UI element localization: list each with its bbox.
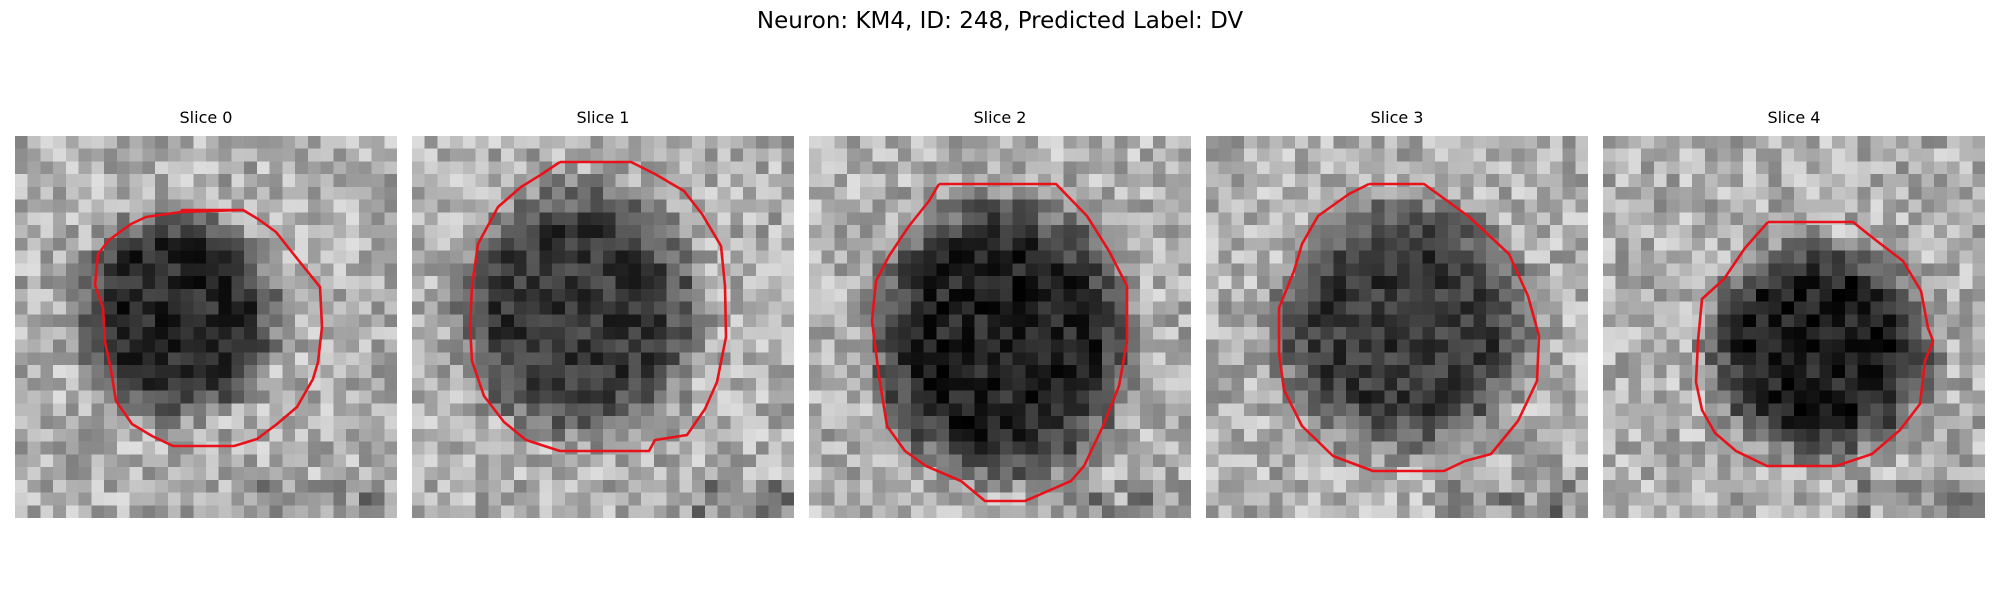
figure-suptitle: Neuron: KM4, ID: 248, Predicted Label: D… — [0, 6, 2000, 36]
slice-title-1: Slice 1 — [412, 108, 794, 128]
slice-image-3 — [1206, 136, 1588, 518]
slice-title-2: Slice 2 — [809, 108, 1191, 128]
slice-image-0 — [15, 136, 397, 518]
slice-title-0: Slice 0 — [15, 108, 397, 128]
slice-image-4 — [1603, 136, 1985, 518]
slice-panel-3: Slice 3 — [1206, 108, 1588, 518]
slice-panel-4: Slice 4 — [1603, 108, 1985, 518]
slice-image-1 — [412, 136, 794, 518]
slice-panel-1: Slice 1 — [412, 108, 794, 518]
slice-contour-4 — [1603, 136, 1985, 518]
slice-image-2 — [809, 136, 1191, 518]
slice-panel-0: Slice 0 — [15, 108, 397, 518]
slice-panel-2: Slice 2 — [809, 108, 1191, 518]
slice-title-4: Slice 4 — [1603, 108, 1985, 128]
slice-contour-0 — [15, 136, 397, 518]
slice-contour-2 — [809, 136, 1191, 518]
slice-title-3: Slice 3 — [1206, 108, 1588, 128]
slice-contour-1 — [412, 136, 794, 518]
slice-contour-3 — [1206, 136, 1588, 518]
